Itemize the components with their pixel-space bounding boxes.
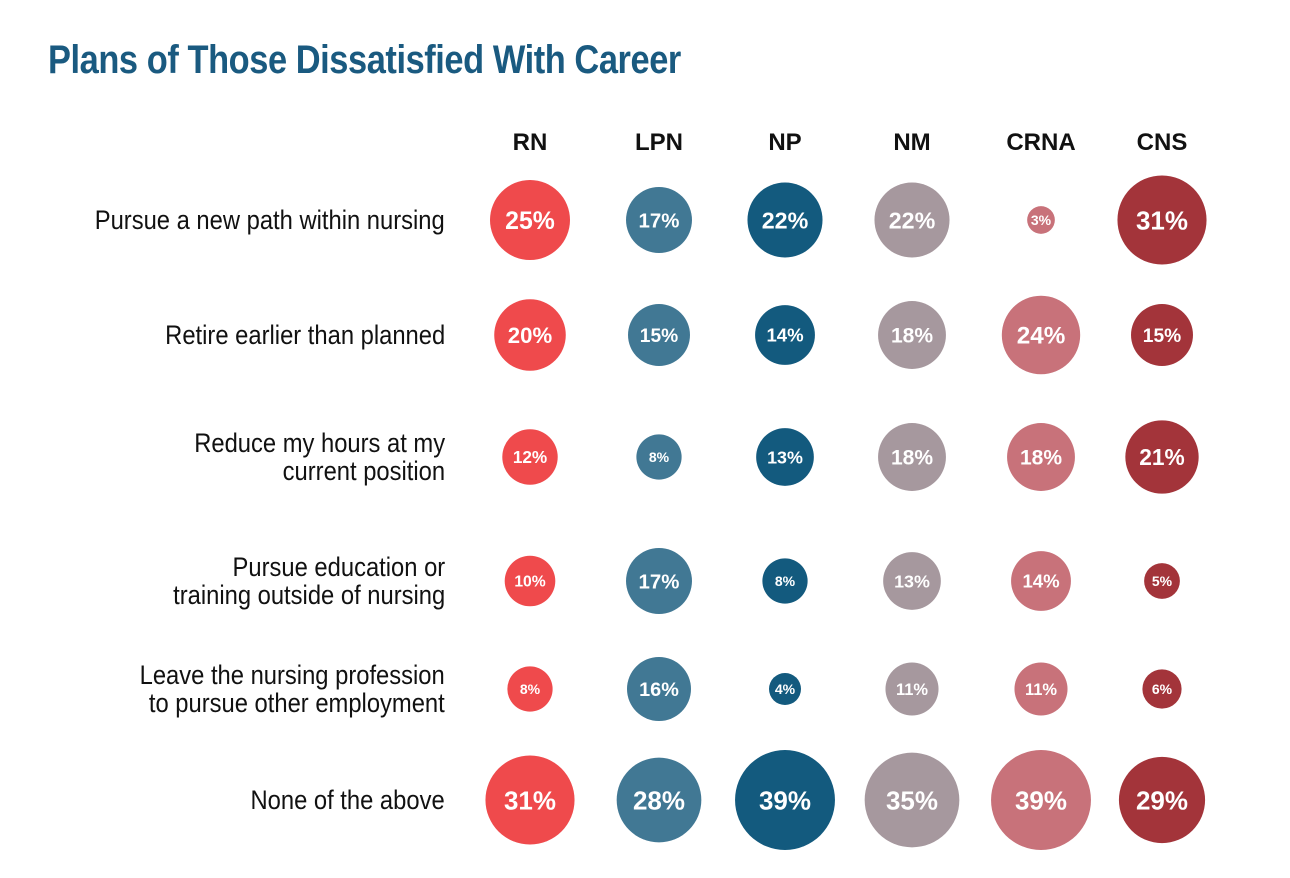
data-label: 18% bbox=[891, 325, 933, 348]
data-label: 3% bbox=[1031, 212, 1052, 228]
bubble-cns bbox=[1142, 669, 1182, 709]
bubble-lpn bbox=[636, 434, 682, 480]
data-label: 14% bbox=[1022, 571, 1059, 592]
data-label: 5% bbox=[1152, 573, 1173, 589]
bubble-rn bbox=[490, 180, 570, 260]
bubble-lpn bbox=[616, 757, 702, 843]
bubble-nm bbox=[874, 182, 950, 258]
data-label: 31% bbox=[504, 785, 556, 815]
bubble-nm bbox=[878, 423, 946, 491]
row-label: Pursue education or training outside of … bbox=[172, 552, 445, 610]
column-header: NM bbox=[893, 129, 930, 156]
data-label: 18% bbox=[1020, 447, 1062, 470]
bubble-cns bbox=[1144, 563, 1180, 599]
data-label: 15% bbox=[640, 326, 678, 347]
data-label: 22% bbox=[889, 207, 936, 233]
bubble-nm bbox=[883, 552, 941, 610]
data-label: 8% bbox=[649, 449, 670, 465]
bubble-lpn bbox=[628, 304, 690, 366]
data-label: 8% bbox=[520, 681, 541, 697]
column-header: NP bbox=[768, 129, 801, 156]
data-label: 20% bbox=[508, 323, 553, 348]
bubble-rn bbox=[485, 755, 575, 845]
data-label: 21% bbox=[1139, 444, 1184, 470]
data-label: 11% bbox=[1025, 681, 1057, 699]
data-label: 11% bbox=[896, 681, 928, 699]
bubble-np bbox=[756, 428, 814, 486]
bubble-rn bbox=[502, 429, 558, 485]
data-label: 12% bbox=[513, 447, 547, 467]
data-label: 22% bbox=[762, 207, 809, 233]
column-header: RN bbox=[513, 129, 548, 156]
bubble-crna bbox=[1001, 295, 1081, 375]
bubble-rn bbox=[494, 299, 566, 371]
bubble-crna bbox=[1011, 551, 1071, 611]
chart-title: Plans of Those Dissatisfied With Career bbox=[48, 38, 681, 82]
data-label: 13% bbox=[894, 571, 930, 591]
bubble-crna bbox=[1007, 423, 1075, 491]
data-label: 39% bbox=[1015, 785, 1067, 815]
bubble-np bbox=[735, 750, 835, 850]
row-label: Retire earlier than planned bbox=[164, 320, 445, 350]
bubble-cns bbox=[1117, 175, 1207, 265]
data-label: 14% bbox=[766, 325, 803, 346]
data-label: 31% bbox=[1136, 205, 1188, 235]
data-label: 39% bbox=[759, 785, 811, 815]
data-label: 18% bbox=[891, 447, 933, 470]
bubble-crna bbox=[991, 750, 1091, 850]
data-label: 29% bbox=[1136, 785, 1188, 815]
data-label: 35% bbox=[886, 785, 938, 815]
bubble-np bbox=[769, 673, 801, 705]
row-label: None of the above bbox=[250, 785, 445, 815]
data-label: 28% bbox=[633, 785, 685, 815]
row-label: Reduce my hours at my current position bbox=[194, 428, 445, 486]
data-label: 8% bbox=[775, 573, 796, 589]
data-label: 17% bbox=[639, 570, 680, 593]
data-label: 16% bbox=[639, 679, 679, 701]
data-label: 15% bbox=[1143, 326, 1181, 347]
bubble-nm bbox=[878, 301, 946, 369]
bubble-cns bbox=[1118, 756, 1206, 844]
bubble-lpn bbox=[626, 187, 692, 253]
bubble-crna bbox=[1014, 662, 1068, 716]
bubble-lpn bbox=[626, 548, 692, 614]
column-header: LPN bbox=[635, 129, 683, 156]
bubble-nm bbox=[864, 752, 960, 848]
bubble-rn bbox=[504, 555, 556, 607]
column-header: CRNA bbox=[1006, 129, 1075, 156]
data-label: 13% bbox=[767, 447, 803, 467]
bubble-cns bbox=[1125, 420, 1199, 494]
data-label: 10% bbox=[514, 574, 545, 591]
column-header: CNS bbox=[1137, 129, 1188, 156]
bubble-cns bbox=[1131, 304, 1193, 366]
bubble-rn bbox=[507, 666, 553, 712]
bubble-lpn bbox=[627, 657, 691, 721]
row-label: Pursue a new path within nursing bbox=[94, 205, 445, 235]
data-label: 25% bbox=[505, 208, 555, 235]
bubble-nm bbox=[885, 662, 939, 716]
bubble-np bbox=[762, 558, 808, 604]
row-label: Leave the nursing profession to pursue o… bbox=[139, 660, 445, 718]
data-label: 6% bbox=[1152, 681, 1173, 697]
bubble-crna bbox=[1027, 206, 1055, 234]
data-label: 17% bbox=[639, 209, 680, 232]
data-label: 4% bbox=[775, 681, 796, 697]
bubble-np bbox=[755, 305, 815, 365]
bubble-np bbox=[747, 182, 823, 258]
data-label: 24% bbox=[1017, 323, 1066, 350]
